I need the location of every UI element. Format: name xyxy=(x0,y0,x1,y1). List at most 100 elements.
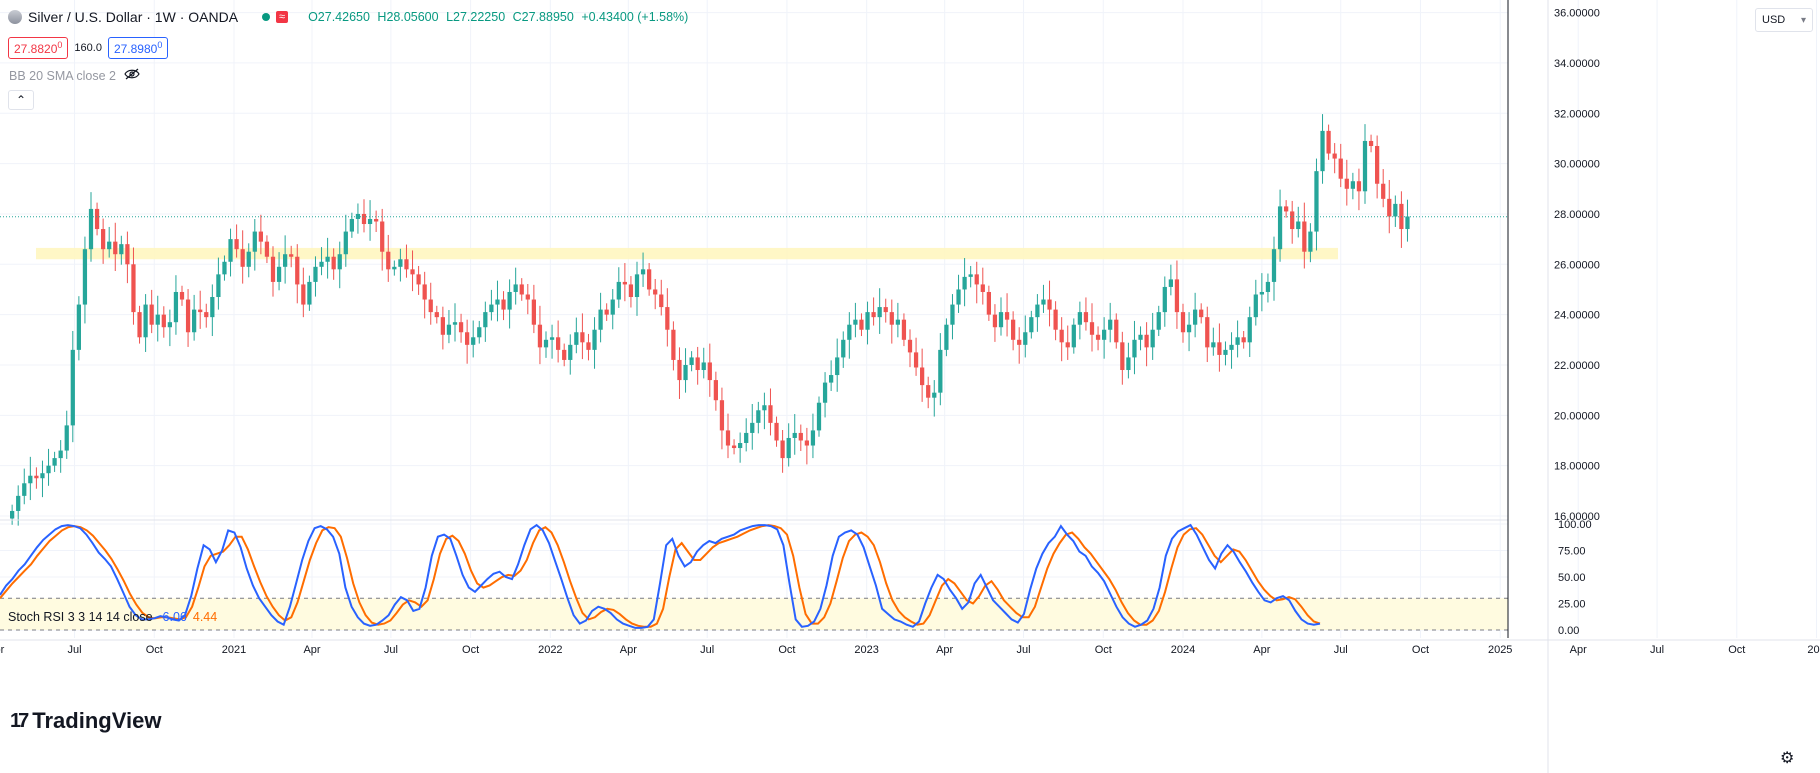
rsi-tick-label: 0.00 xyxy=(1558,625,1579,637)
price-tick-label: 32.00000 xyxy=(1554,108,1600,120)
candle-body xyxy=(40,473,45,479)
time-tick-label: Apr xyxy=(303,644,320,656)
candle-body xyxy=(756,410,761,423)
candle-body xyxy=(1041,299,1046,305)
price-tick-label: 20.00000 xyxy=(1554,410,1600,422)
candle-body xyxy=(531,299,536,325)
candle-body xyxy=(185,299,191,333)
spread-value: 160.0 xyxy=(74,42,102,54)
candle-body xyxy=(659,294,664,308)
candle-body xyxy=(871,312,876,318)
candle-body xyxy=(835,357,840,376)
candle-body xyxy=(422,284,427,300)
time-tick-label: Jul xyxy=(700,644,714,656)
price-tick-label: 36.00000 xyxy=(1554,8,1600,20)
candle-body xyxy=(343,231,348,255)
tradingview-logo: 17 TradingView xyxy=(10,708,161,734)
candle-body xyxy=(210,297,215,318)
candle-body xyxy=(738,443,743,449)
stoch-rsi-label[interactable]: Stoch RSI 3 3 14 14 close xyxy=(8,610,153,624)
candle-body xyxy=(161,314,166,328)
candle-body xyxy=(246,251,251,267)
candle-body xyxy=(416,274,421,285)
collapse-legend-button[interactable]: ⌃ xyxy=(8,90,34,110)
eye-hidden-icon[interactable] xyxy=(124,68,140,83)
candle-body xyxy=(1381,183,1386,199)
candle-body xyxy=(1059,329,1064,343)
candle-body xyxy=(149,304,154,325)
ask-pip: 0 xyxy=(157,40,163,50)
ask-price: 27.8980 xyxy=(113,42,158,56)
candle-body xyxy=(94,208,100,230)
candle-body xyxy=(270,256,276,282)
candle-body xyxy=(974,274,979,285)
candle-body xyxy=(1126,357,1131,371)
candle-body xyxy=(1017,339,1022,345)
symbol-title[interactable]: Silver / U.S. Dollar · 1W · OANDA xyxy=(28,9,239,25)
candle-body xyxy=(1162,286,1167,313)
time-tick-label: 2023 xyxy=(854,644,878,656)
candle-body xyxy=(1393,203,1398,217)
candle-body xyxy=(380,221,385,252)
candle-body xyxy=(513,284,518,292)
time-tick-label: Apr xyxy=(1253,644,1270,656)
candle-body xyxy=(926,385,931,398)
candle-body xyxy=(495,299,500,305)
market-open-dot-icon xyxy=(262,13,271,21)
open-value: O27.42650 xyxy=(308,10,370,24)
candle-body xyxy=(725,430,731,446)
tradingview-logo-icon: 17 xyxy=(10,709,29,732)
candle-body xyxy=(986,291,991,315)
candle-body xyxy=(1132,339,1137,358)
candle-body xyxy=(592,329,597,350)
candle-body xyxy=(1114,319,1119,343)
candle-body xyxy=(113,241,118,255)
candle-body xyxy=(562,349,567,360)
candle-body xyxy=(501,299,506,310)
rsi-tick-label: 100.00 xyxy=(1558,519,1592,531)
candle-body xyxy=(507,291,512,310)
rsi-tick-label: 25.00 xyxy=(1558,599,1586,611)
candle-body xyxy=(319,261,324,267)
candle-body xyxy=(52,458,57,466)
candle-body xyxy=(276,266,282,282)
candle-body xyxy=(64,425,69,451)
candle-body xyxy=(1174,279,1180,313)
candle-body xyxy=(1332,153,1337,159)
candle-body xyxy=(956,289,961,305)
candle-body xyxy=(980,284,985,292)
candle-body xyxy=(1180,312,1186,333)
wave-icon[interactable]: ≈ xyxy=(276,11,289,23)
candle-body xyxy=(604,309,609,315)
time-tick-label: 2021 xyxy=(222,644,246,656)
candle-body xyxy=(1314,171,1319,232)
sell-button[interactable]: 27.88200 xyxy=(8,37,69,59)
time-tick-label: Jul xyxy=(68,644,82,656)
high-value: H28.05600 xyxy=(377,10,439,24)
candle-body xyxy=(713,380,718,401)
close-value: C27.88950 xyxy=(512,10,574,24)
candle-body xyxy=(234,239,239,250)
candle-body xyxy=(798,432,803,441)
candle-body xyxy=(155,314,160,325)
price-tick-label: 30.00000 xyxy=(1554,159,1600,171)
candle-body xyxy=(1065,342,1070,348)
candle-body xyxy=(167,322,172,328)
silver-icon xyxy=(8,10,22,24)
candle-body xyxy=(1284,206,1289,212)
candle-body xyxy=(829,375,834,383)
settings-gear-icon[interactable]: ⚙ xyxy=(1780,750,1795,767)
time-tick-label: Oct xyxy=(1728,644,1745,656)
bb-label[interactable]: BB 20 SMA close 2 xyxy=(9,68,117,83)
candle-body xyxy=(1235,337,1240,345)
buy-button[interactable]: 27.89800 xyxy=(107,37,169,59)
candle-body xyxy=(392,266,397,270)
currency-select[interactable]: USD xyxy=(1755,8,1813,32)
candle-body xyxy=(1320,130,1325,172)
candle-body xyxy=(1004,312,1010,320)
candle-body xyxy=(895,319,900,325)
candle-body xyxy=(647,269,652,290)
candle-body xyxy=(877,307,882,318)
quote-bar: 27.88200 160.0 27.89800 xyxy=(8,37,169,59)
